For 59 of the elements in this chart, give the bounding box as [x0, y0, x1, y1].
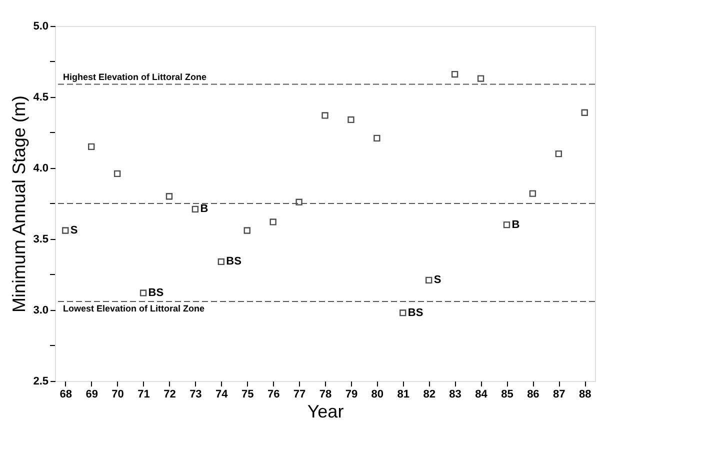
- point: [270, 218, 276, 226]
- x-tick-label: 80: [371, 388, 384, 400]
- x-tick-label: 82: [423, 388, 436, 400]
- point: [140, 290, 147, 296]
- x-tick-label: 81: [397, 388, 410, 400]
- x-tick-label: 68: [60, 388, 72, 400]
- point: [218, 258, 224, 266]
- annotation: B: [200, 203, 208, 216]
- x-tick-label: 78: [319, 388, 332, 400]
- y-tick-label: 4.0: [33, 162, 48, 174]
- x-tick-label: 73: [190, 388, 202, 400]
- point: [62, 227, 69, 234]
- point: [477, 75, 484, 82]
- point: [529, 190, 536, 197]
- x-tick-label: 76: [267, 388, 280, 400]
- point: [88, 143, 95, 150]
- point: [166, 193, 173, 200]
- x-tick-label: 79: [345, 388, 358, 400]
- x-tick-label: 83: [449, 388, 462, 400]
- point: [348, 116, 354, 124]
- point: [400, 310, 406, 316]
- y-tick-label: 3.0: [33, 304, 48, 316]
- point: [374, 134, 380, 142]
- x-tick-label: 70: [112, 388, 124, 400]
- annotation: S: [70, 224, 78, 236]
- ref-line-label: Highest Elevation of Littoral Zone: [63, 72, 207, 82]
- point: [451, 70, 458, 78]
- x-tick-label: 84: [475, 388, 488, 400]
- point: [581, 109, 588, 116]
- y-tick-label: 3.5: [33, 234, 48, 246]
- y-tick-label: 5.0: [33, 20, 48, 32]
- y-axis-title: Minimum Annual Stage (m): [9, 95, 30, 313]
- x-tick-label: 85: [501, 388, 514, 400]
- ref-line-label: Lowest Elevation of Littoral Zone: [63, 303, 205, 314]
- x-tick-label: 75: [241, 388, 254, 400]
- x-tick-label: 69: [86, 388, 98, 400]
- point: [192, 206, 199, 213]
- x-tick-label: 86: [527, 388, 540, 400]
- x-tick-label: 88: [578, 388, 592, 400]
- x-tick-label: 87: [553, 388, 566, 400]
- point: [426, 276, 432, 284]
- annotation: B: [512, 218, 520, 231]
- y-tick-label: 2.5: [33, 376, 48, 388]
- x-tick-label: 72: [164, 388, 176, 400]
- point: [296, 198, 302, 206]
- point: [114, 170, 121, 178]
- x-tick-label: 74: [216, 388, 229, 400]
- point: [322, 112, 328, 119]
- annotation: S: [434, 274, 442, 286]
- annotation: BS: [408, 306, 424, 319]
- y-tick-label: 4.5: [33, 92, 48, 104]
- annotation: BS: [148, 286, 164, 299]
- point: [555, 150, 562, 158]
- x-tick-label: 71: [138, 388, 150, 400]
- x-tick-label: 77: [293, 388, 306, 400]
- point: [244, 227, 250, 234]
- x-axis-title: Year: [307, 402, 344, 422]
- annotation: BS: [226, 256, 242, 268]
- point: [503, 221, 510, 228]
